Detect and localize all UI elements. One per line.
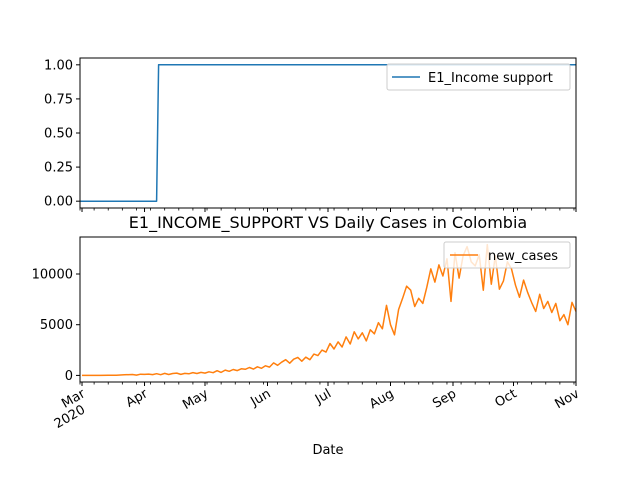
y-tick-label: 5000 bbox=[40, 318, 73, 333]
income-support-subplot: 0.00 0.25 0.50 0.75 1.00 E1_Income support bbox=[44, 57, 577, 212]
income-support-series-layer bbox=[80, 64, 576, 202]
top-legend-label: E1_Income support bbox=[428, 71, 553, 86]
top-legend: E1_Income support bbox=[386, 63, 571, 91]
bottom-legend: new_cases bbox=[443, 241, 571, 269]
y-tick-label: 1.00 bbox=[44, 58, 73, 73]
bottom-legend-label: new_cases bbox=[488, 249, 558, 264]
top-x-ticks bbox=[79, 208, 577, 212]
bottom-legend-box bbox=[443, 241, 571, 269]
y-tick-label: 0.00 bbox=[44, 195, 73, 210]
y-tick-label: 0.75 bbox=[44, 92, 73, 107]
y-tick-label: 0.25 bbox=[44, 161, 73, 176]
bottom-y-axis: 0 5000 10000 bbox=[32, 268, 80, 384]
chart-title: E1_INCOME_SUPPORT VS Daily Cases in Colo… bbox=[129, 213, 527, 233]
y-tick-label: 10000 bbox=[32, 268, 73, 283]
series-line-e1-income-support bbox=[80, 64, 576, 202]
y-tick-label: 0.50 bbox=[44, 127, 73, 142]
x-tick-label-jul: Jul bbox=[312, 386, 334, 407]
x-axis-label: Date bbox=[312, 443, 343, 458]
y-tick-label: 0 bbox=[65, 369, 73, 384]
top-legend-box bbox=[386, 63, 571, 91]
series-line-new-cases bbox=[82, 243, 577, 377]
daily-cases-series-layer bbox=[82, 243, 577, 377]
top-y-axis: 0.00 0.25 0.50 0.75 1.00 bbox=[44, 58, 80, 210]
